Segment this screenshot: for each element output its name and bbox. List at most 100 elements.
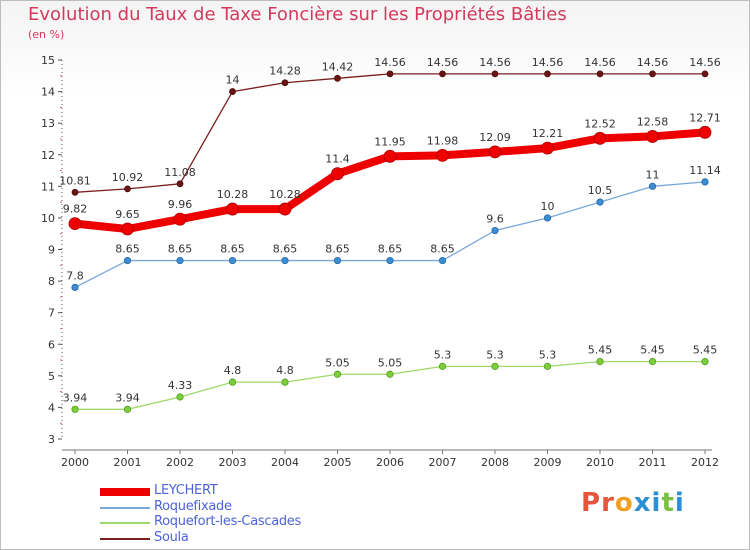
data-point-roquefixade [333, 256, 342, 265]
data-point-roquefort-les-cascades [281, 378, 289, 386]
data-point-leychert [698, 125, 712, 139]
logo-letter: o [614, 488, 634, 518]
data-point-roquefixade [543, 214, 552, 222]
data-label-soula: 14.56 [689, 56, 721, 69]
logo-letter: x [633, 488, 652, 518]
data-point-leychert [436, 148, 449, 162]
legend-label: Roquefort-les-Cascades [154, 514, 301, 529]
data-point-roquefort-les-cascades [123, 405, 132, 413]
y-tick-label: 10 [41, 212, 55, 225]
y-tick-label: 9 [48, 244, 55, 257]
data-point-roquefixade [228, 256, 237, 265]
data-point-leychert [488, 145, 502, 159]
data-point-roquefort-les-cascades [438, 362, 447, 370]
data-point-roquefixade [648, 182, 657, 190]
x-tick-label: 2002 [166, 456, 194, 469]
data-point-leychert [331, 167, 344, 181]
logo-letter: t [661, 488, 675, 518]
data-label-soula: 14 [226, 74, 240, 87]
data-label-soula: 10.81 [59, 174, 91, 187]
data-label-roquefixade: 8.65 [115, 243, 140, 256]
data-point-soula [649, 70, 656, 78]
data-point-soula [491, 70, 499, 78]
data-label-leychert: 11.98 [427, 134, 459, 147]
x-tick-label: 2000 [61, 456, 89, 469]
data-point-leychert [593, 131, 607, 145]
x-tick-label: 2001 [114, 456, 142, 469]
data-label-roquefixade: 8.65 [325, 243, 350, 256]
data-label-roquefixade: 10 [541, 200, 555, 213]
data-point-roquefort-les-cascades [543, 362, 552, 370]
data-label-leychert: 10.28 [269, 188, 301, 201]
logo-letter: i [674, 488, 685, 518]
data-label-leychert: 12.21 [532, 127, 564, 140]
data-point-roquefixade [596, 198, 604, 206]
legend-swatch [100, 522, 150, 524]
data-label-roquefort-les-cascades: 5.45 [693, 344, 718, 357]
legend-swatch [100, 537, 150, 540]
data-label-roquefort-les-cascades: 5.3 [434, 348, 452, 361]
data-point-soula [124, 185, 131, 193]
data-point-soula [386, 70, 394, 78]
data-label-roquefixade: 7.8 [66, 269, 84, 282]
data-label-soula: 14.56 [479, 56, 511, 69]
data-point-leychert [646, 130, 659, 143]
data-point-roquefixade [281, 256, 289, 265]
data-point-roquefort-les-cascades [176, 393, 184, 401]
data-label-roquefixade: 11.14 [689, 164, 721, 177]
data-label-leychert: 12.09 [479, 131, 511, 144]
x-tick-label: 2006 [376, 456, 404, 469]
data-label-leychert: 11.95 [374, 135, 406, 148]
data-label-roquefort-les-cascades: 5.05 [325, 356, 350, 369]
data-label-roquefort-les-cascades: 3.94 [63, 391, 88, 404]
data-point-roquefort-les-cascades [71, 405, 79, 413]
data-label-soula: 14.56 [427, 56, 459, 69]
data-point-soula [281, 79, 289, 87]
data-label-roquefixade: 9.6 [486, 213, 504, 226]
data-label-roquefort-les-cascades: 5.05 [378, 356, 403, 369]
y-tick-label: 13 [41, 117, 55, 130]
data-label-leychert: 9.96 [168, 198, 193, 211]
legend-label: LEYCHERT [154, 483, 218, 498]
y-tick-label: 6 [48, 338, 55, 351]
chart-title: Evolution du Taux de Taxe Foncière sur l… [28, 4, 567, 25]
data-point-leychert [173, 212, 187, 226]
data-point-roquefixade [123, 256, 132, 265]
data-label-roquefort-les-cascades: 4.8 [276, 364, 294, 377]
data-point-roquefort-les-cascades [701, 358, 709, 366]
data-point-soula [544, 70, 551, 78]
data-label-roquefort-les-cascades: 5.45 [588, 344, 613, 357]
y-tick-label: 12 [41, 149, 55, 162]
data-label-soula: 14.42 [322, 60, 354, 73]
data-label-leychert: 12.71 [689, 111, 721, 124]
data-label-roquefixade: 8.65 [220, 243, 245, 256]
x-tick-label: 2003 [219, 456, 247, 469]
x-tick-label: 2012 [691, 456, 719, 469]
data-point-roquefixade [438, 256, 447, 265]
x-tick-label: 2008 [481, 456, 509, 469]
logo-letter: P [581, 488, 602, 518]
data-point-leychert [226, 202, 239, 216]
data-label-roquefort-les-cascades: 5.45 [640, 344, 665, 357]
data-label-leychert: 12.58 [637, 115, 669, 128]
legend-swatch [100, 506, 150, 509]
x-tick-label: 2009 [534, 456, 562, 469]
data-label-soula: 14.56 [637, 56, 669, 69]
data-label-roquefixade: 8.65 [430, 243, 455, 256]
y-tick-label: 15 [41, 54, 55, 67]
data-point-roquefort-les-cascades [648, 358, 657, 366]
data-point-soula [334, 74, 341, 82]
data-point-roquefort-les-cascades [386, 370, 394, 378]
y-tick-label: 4 [48, 401, 55, 414]
data-label-soula: 14.56 [584, 56, 616, 69]
x-tick-label: 2004 [271, 456, 299, 469]
data-point-soula [596, 70, 604, 78]
data-point-soula [439, 70, 446, 78]
data-label-leychert: 12.52 [584, 117, 616, 130]
data-point-soula [229, 88, 236, 95]
data-label-roquefixade: 10.5 [588, 184, 613, 197]
data-label-soula: 14.28 [269, 65, 301, 78]
data-point-leychert [541, 141, 554, 155]
